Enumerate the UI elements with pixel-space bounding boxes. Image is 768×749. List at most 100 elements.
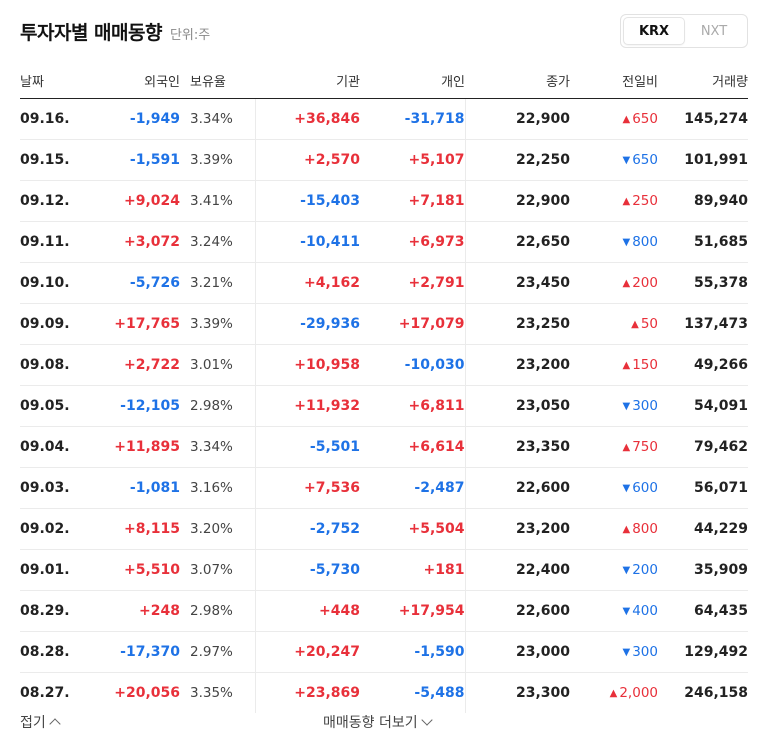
cell-ratio: 3.21% bbox=[180, 262, 255, 304]
market-toggle: KRX NXT bbox=[620, 14, 748, 48]
cell-individual: +5,107 bbox=[360, 139, 465, 181]
cell-foreign: -17,370 bbox=[71, 631, 180, 673]
cell-ratio: 2.98% bbox=[180, 385, 255, 427]
change-value: 150 bbox=[632, 357, 658, 373]
cell-close: 22,900 bbox=[464, 98, 570, 140]
more-trading-button[interactable]: 매매동향 더보기 bbox=[323, 712, 433, 732]
up-triangle-icon: ▲ bbox=[622, 196, 631, 207]
table-row: 08.29. +248 2.98% +448 +17,954 22,600 ▼ 400 64,4… bbox=[20, 590, 748, 632]
cell-individual: +6,811 bbox=[360, 385, 465, 427]
change-value: 200 bbox=[632, 275, 658, 291]
table-row: 09.03. -1,081 3.16% +7,536 -2,487 22,600 ▼ 600 5… bbox=[20, 467, 748, 509]
cell-ratio: 3.39% bbox=[180, 303, 255, 345]
cell-close: 23,300 bbox=[464, 672, 570, 713]
cell-date: 09.10. bbox=[20, 262, 71, 304]
cell-close: 23,200 bbox=[464, 508, 570, 550]
cell-foreign: +9,024 bbox=[71, 180, 180, 222]
table-row: 09.11. +3,072 3.24% -10,411 +6,973 22,650 ▼ 800… bbox=[20, 221, 748, 263]
change-value: 650 bbox=[632, 111, 658, 127]
up-triangle-icon: ▲ bbox=[622, 278, 631, 289]
change-value: 650 bbox=[632, 152, 658, 168]
table-row: 09.16. -1,949 3.34% +36,846 -31,718 22,900 ▲ 65… bbox=[20, 98, 748, 140]
table-row: 09.04. +11,895 3.34% -5,501 +6,614 23,350 ▲ 750… bbox=[20, 426, 748, 468]
change-value: 2,000 bbox=[619, 685, 658, 701]
table-footer: 접기 매매동향 더보기 bbox=[20, 708, 748, 738]
cell-date: 09.04. bbox=[20, 426, 71, 468]
cell-foreign: +3,072 bbox=[71, 221, 180, 263]
cell-date: 08.27. bbox=[20, 685, 70, 701]
cell-ratio: 2.98% bbox=[180, 590, 255, 632]
up-triangle-icon: ▲ bbox=[622, 114, 631, 125]
cell-volume: 55,378 bbox=[658, 262, 748, 304]
col-header-ratio: 보유율 bbox=[180, 63, 255, 99]
down-triangle-icon: ▼ bbox=[622, 565, 631, 576]
cell-close: 23,350 bbox=[464, 426, 570, 468]
cell-foreign: +5,510 bbox=[71, 549, 180, 591]
cell-individual: -1,590 bbox=[360, 631, 465, 673]
change-value: 800 bbox=[632, 521, 658, 537]
cell-foreign: +17,765 bbox=[71, 303, 180, 345]
cell-change: ▼ 650 bbox=[570, 139, 658, 181]
cell-change: ▼ 300 bbox=[570, 385, 658, 427]
cell-ratio: 3.07% bbox=[180, 549, 255, 591]
cell-change: ▲ 50 bbox=[570, 303, 658, 345]
cell-volume: 49,266 bbox=[658, 344, 748, 386]
cell-date: 09.15. bbox=[20, 139, 71, 181]
cell-close: 23,450 bbox=[464, 262, 570, 304]
cell-date: 09.09. bbox=[20, 303, 71, 345]
change-value: 300 bbox=[632, 644, 658, 660]
cell-change: ▼ 800 bbox=[570, 221, 658, 263]
cell-ratio: 3.34% bbox=[180, 98, 255, 140]
cell-individual: +17,954 bbox=[360, 590, 465, 632]
cell-foreign: -1,081 bbox=[71, 467, 180, 509]
investor-trading-table: 날짜 외국인 보유율 기관 개인 종가 전일비 거래량 09.16. -1,949… bbox=[20, 63, 748, 713]
cell-date: 09.05. bbox=[20, 385, 71, 427]
cell-change: ▲ 650 bbox=[570, 98, 658, 140]
cell-close: 22,600 bbox=[464, 467, 570, 509]
cell-change: ▼ 300 bbox=[570, 631, 658, 673]
up-triangle-icon: ▲ bbox=[622, 360, 631, 371]
cell-date: 08.28. bbox=[20, 631, 71, 673]
table-row: 09.09. +17,765 3.39% -29,936 +17,079 23,250 ▲ 5… bbox=[20, 303, 748, 345]
cell-institution: +7,536 bbox=[254, 467, 360, 509]
cell-volume: 89,940 bbox=[658, 180, 748, 222]
cell-ratio: 3.39% bbox=[180, 139, 255, 181]
cell-institution: -2,752 bbox=[254, 508, 360, 550]
fold-button[interactable]: 접기 bbox=[20, 712, 61, 732]
more-label: 매매동향 더보기 bbox=[323, 715, 418, 731]
cell-institution: +2,570 bbox=[254, 139, 360, 181]
cell-change: ▼ 400 bbox=[570, 590, 658, 632]
tab-krx[interactable]: KRX bbox=[624, 18, 684, 44]
fold-label: 접기 bbox=[20, 715, 46, 731]
cell-volume: 64,435 bbox=[658, 590, 748, 632]
cell-date: 08.29. bbox=[20, 590, 71, 632]
cell-ratio: 3.35% bbox=[190, 685, 233, 701]
cell-institution: +36,846 bbox=[254, 98, 360, 140]
cell-individual: +5,504 bbox=[360, 508, 465, 550]
cell-ratio: 3.16% bbox=[180, 467, 255, 509]
cell-change: ▲ 250 bbox=[570, 180, 658, 222]
cell-date: 09.02. bbox=[20, 508, 71, 550]
cell-ratio: 3.24% bbox=[180, 221, 255, 263]
table-header-row: 날짜 외국인 보유율 기관 개인 종가 전일비 거래량 bbox=[20, 63, 748, 99]
cell-ratio: 3.20% bbox=[180, 508, 255, 550]
change-value: 250 bbox=[632, 193, 658, 209]
cell-foreign: +20,056 bbox=[114, 685, 180, 701]
cell-volume: 129,492 bbox=[658, 631, 748, 673]
down-triangle-icon: ▼ bbox=[622, 237, 631, 248]
cell-volume: 35,909 bbox=[658, 549, 748, 591]
tab-nxt[interactable]: NXT bbox=[700, 23, 728, 39]
cell-institution: -5,730 bbox=[254, 549, 360, 591]
cell-volume: 44,229 bbox=[658, 508, 748, 550]
cell-foreign: +248 bbox=[71, 590, 180, 632]
cell-change: ▲ 2,000 bbox=[570, 673, 658, 714]
up-triangle-icon: ▲ bbox=[622, 442, 631, 453]
cell-change: ▲ 200 bbox=[570, 262, 658, 304]
cell-individual: -2,487 bbox=[360, 467, 465, 509]
cell-individual: +17,079 bbox=[360, 303, 465, 345]
cell-change: ▲ 750 bbox=[570, 426, 658, 468]
cell-institution: -29,936 bbox=[254, 303, 360, 345]
col-header-date: 날짜 bbox=[20, 63, 71, 99]
cell-volume: 145,274 bbox=[658, 98, 748, 140]
cell-volume: 246,158 bbox=[684, 685, 748, 701]
